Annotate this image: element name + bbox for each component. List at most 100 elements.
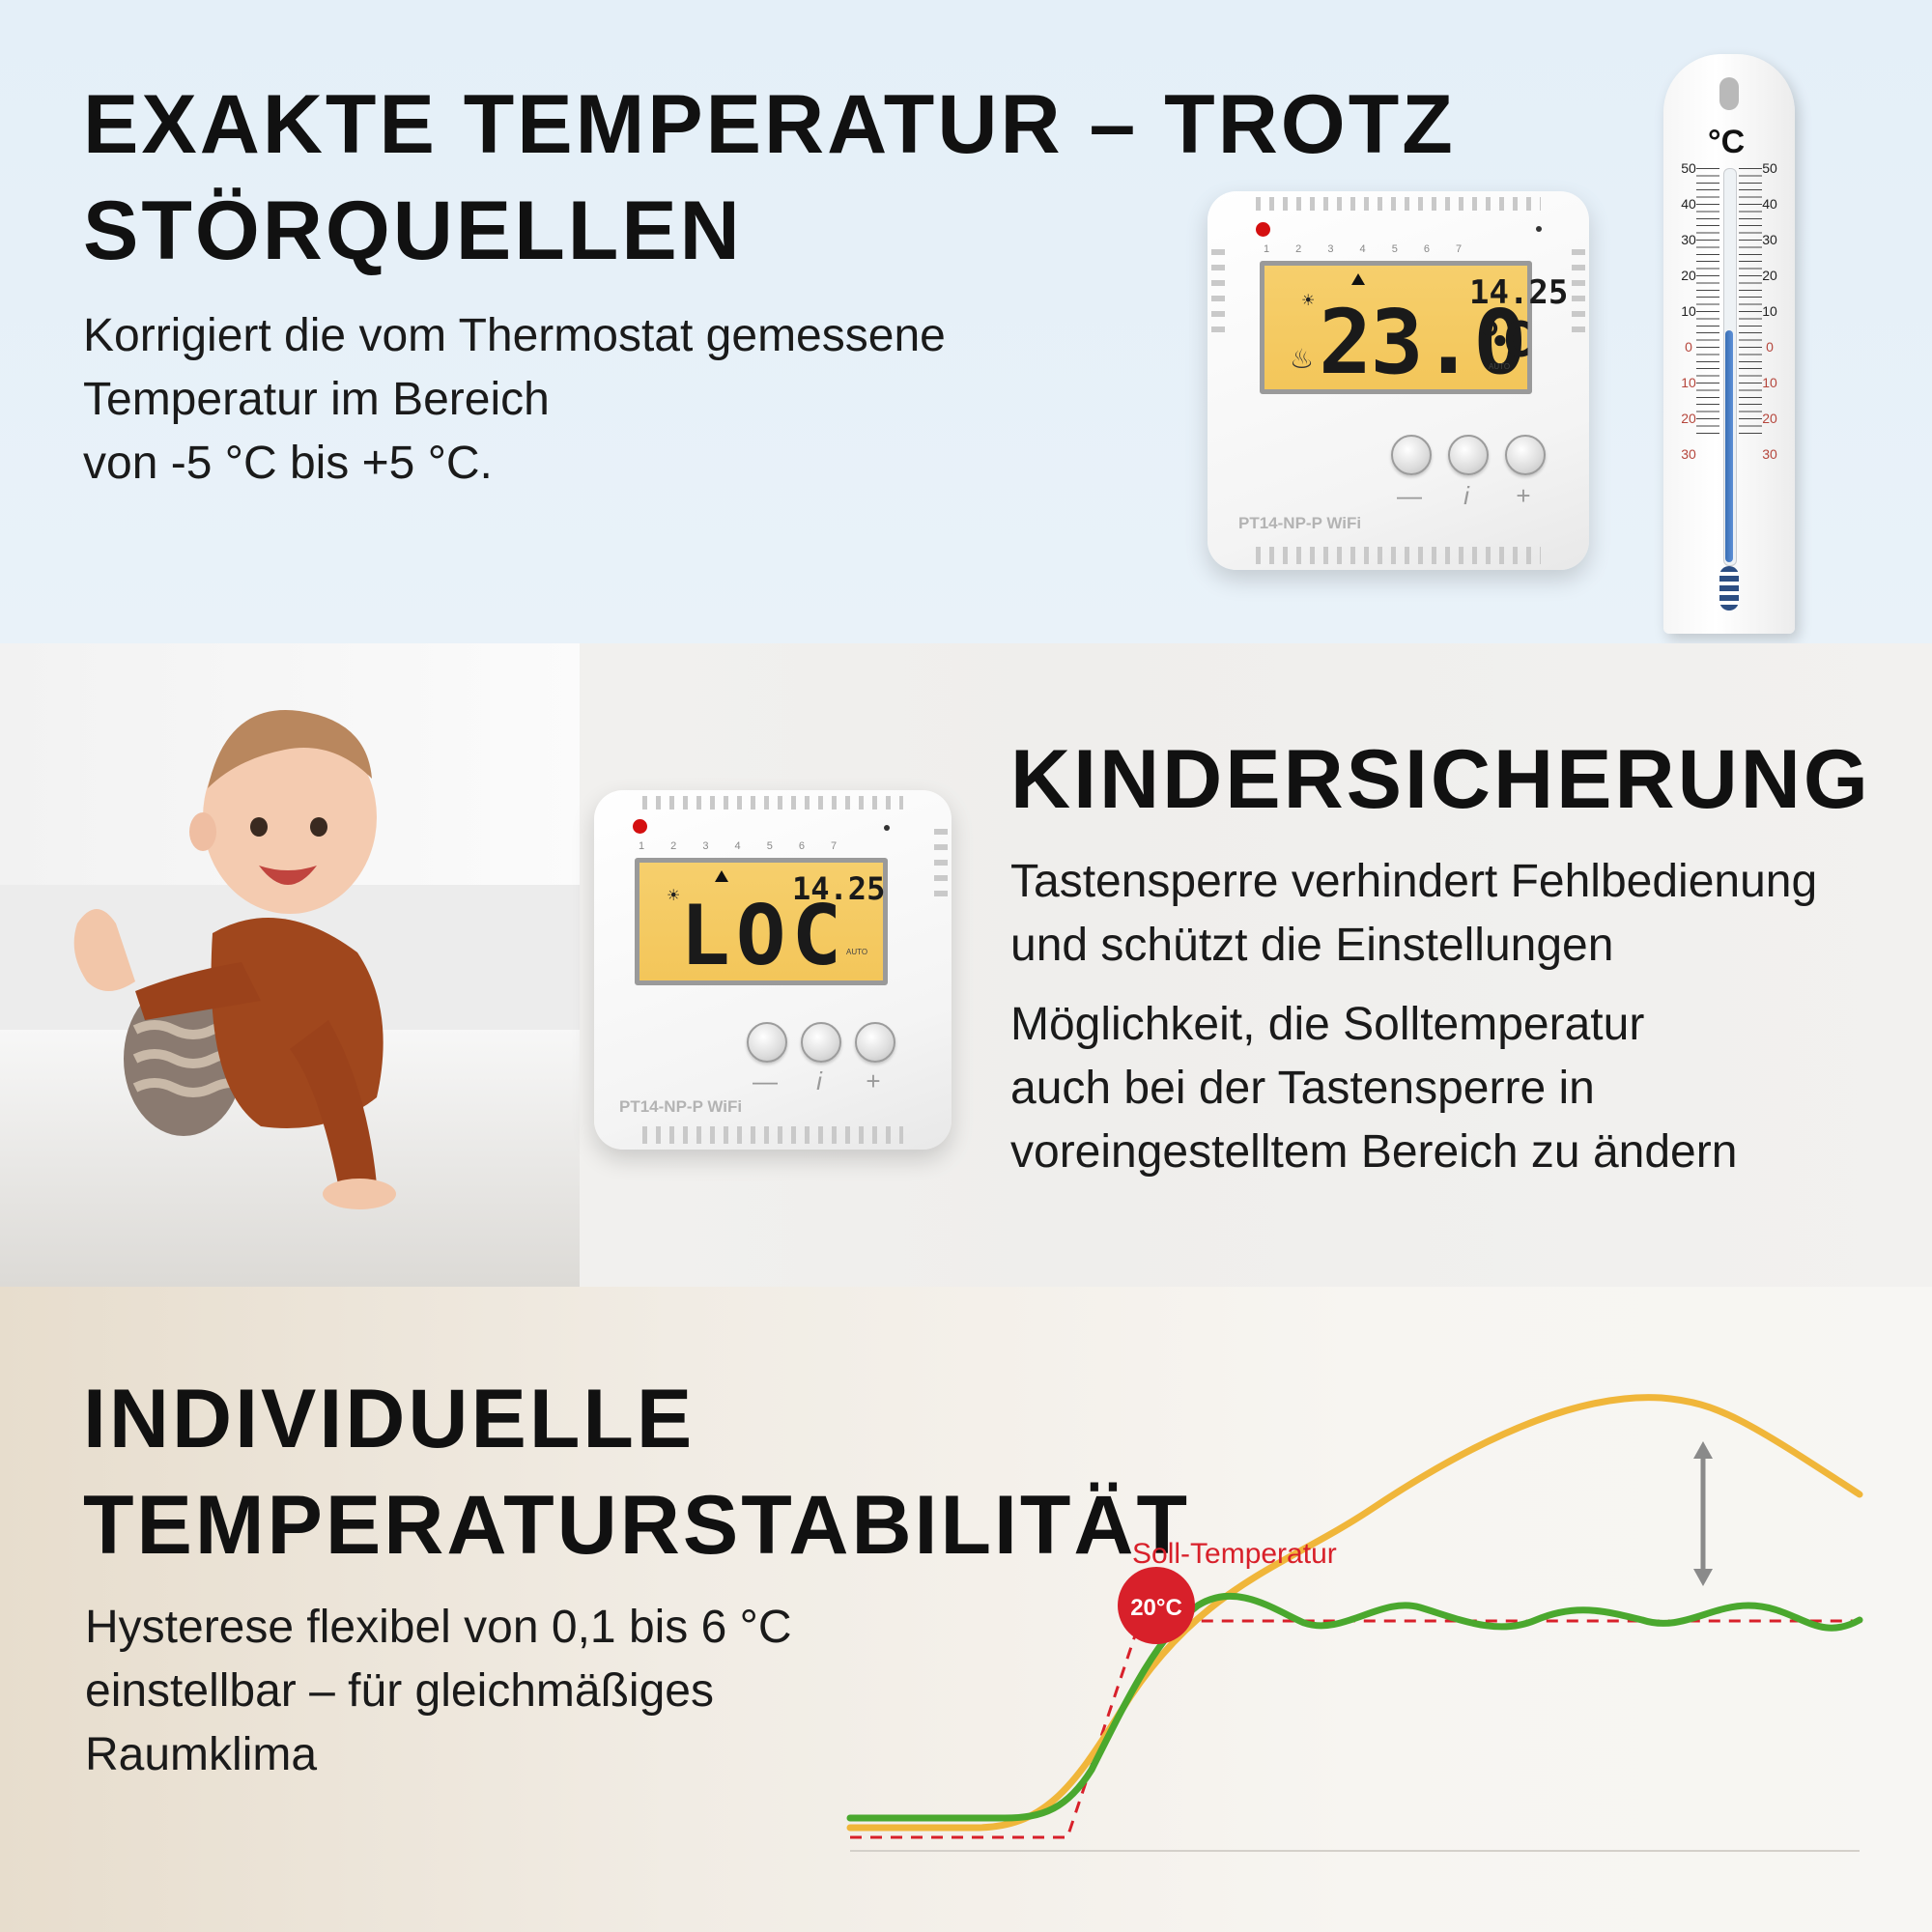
minus-label: — — [1397, 481, 1422, 510]
minus-label: — — [753, 1066, 778, 1095]
scale-number-right: 50 — [1762, 160, 1777, 176]
plus-button[interactable] — [1505, 435, 1546, 475]
arrow-head-down-icon — [1693, 1569, 1713, 1586]
section3-body-line: Hysterese flexibel von 0,1 bis 6 °C — [85, 1602, 792, 1653]
lcd-temperature: 23.0 — [1319, 291, 1527, 394]
scale-number-left: 10 — [1681, 303, 1696, 319]
scale-number-left: 50 — [1681, 160, 1696, 176]
lcd-auto-label: AUTO — [846, 948, 868, 956]
section3-body-line: Raumklima — [85, 1729, 318, 1780]
section2-title: KINDERSICHERUNG — [1010, 733, 1871, 826]
section3-title: INDIVIDUELLE TEMPERATURSTABILITÄT — [83, 1366, 1190, 1578]
section2-body-line: Tastensperre verhindert Fehlbedienung — [1010, 856, 1818, 907]
arrow-up-icon — [1351, 273, 1365, 285]
status-led — [1256, 222, 1270, 237]
section-child-lock: 1 2 3 4 5 6 7 ☀ 14.25 LOC AUTO — i + PT1… — [0, 643, 1932, 1287]
lcd-time: 14.25 — [792, 870, 886, 907]
scale-number-left: 30 — [1681, 446, 1696, 462]
minus-button[interactable] — [1391, 435, 1432, 475]
thermometer-unit: °C — [1708, 124, 1746, 160]
model-label: PT14-NP-P WiFi — [1238, 514, 1362, 532]
scale-number-left: 30 — [1681, 232, 1696, 247]
sensor-dot — [1536, 226, 1542, 232]
section1-description: Korrigiert die vom Thermostat gemessene … — [83, 304, 946, 496]
scale-number-right: 10 — [1762, 375, 1777, 390]
section2-body2-line: voreingestelltem Bereich zu ändern — [1010, 1126, 1738, 1178]
arrow-up-icon — [715, 870, 728, 882]
plus-label: + — [866, 1066, 881, 1095]
section2-body-line: und schützt die Einstellungen — [1010, 920, 1614, 971]
hanging-hole — [1719, 77, 1739, 110]
baby-photo — [0, 643, 580, 1287]
hysteresis-diagram: 20°C Soll-Temperatur — [846, 1394, 1869, 1852]
setpoint-badge-text: 20°C — [1130, 1595, 1182, 1621]
vent-slots-left — [1211, 249, 1225, 336]
stable-temperature-curve — [846, 1592, 1863, 1822]
section-temperature-stability: INDIVIDUELLE TEMPERATURSTABILITÄT Hyster… — [0, 1287, 1932, 1932]
scale-number-right: 30 — [1762, 446, 1777, 462]
thermometer-bulb — [1719, 566, 1739, 611]
lcd-display: ☀ 14.25 LOC AUTO — [635, 858, 888, 985]
section2-description: Tastensperre verhindert Fehlbedienung un… — [1010, 850, 1817, 978]
sun-icon: ☀ — [667, 888, 681, 904]
model-label: PT14-NP-P WiFi — [619, 1097, 743, 1116]
setpoint-badge — [1118, 1567, 1195, 1644]
flame-icon: ♨ — [1290, 344, 1315, 374]
vent-slots-top — [1256, 197, 1541, 211]
status-led — [633, 819, 647, 834]
vent-slots-right — [934, 829, 948, 906]
scale-ticks-left — [1696, 168, 1719, 439]
weekday-indicators: 1 2 3 4 5 6 7 — [1264, 243, 1474, 255]
info-button[interactable] — [801, 1022, 841, 1063]
scale-number-right: 10 — [1762, 303, 1777, 319]
section1-body-line: von -5 °C bis +5 °C. — [83, 438, 493, 489]
vent-slots-right — [1572, 249, 1585, 336]
minus-button[interactable] — [747, 1022, 787, 1063]
section-exact-temperature: EXAKTE TEMPERATUR – TROTZ STÖRQUELLEN Ko… — [0, 0, 1932, 643]
scale-number-left: 20 — [1681, 268, 1696, 283]
lcd-display: ☀ 14.25 23.0 °C AUTO ♨ — [1260, 261, 1568, 394]
lcd-lock-text: LOC — [680, 888, 848, 984]
sun-icon: ☀ — [1301, 293, 1316, 309]
info-button[interactable] — [1448, 435, 1489, 475]
section1-title-line1: EXAKTE TEMPERATUR – TROTZ — [83, 78, 1456, 171]
scale-ticks-right — [1739, 168, 1762, 439]
plus-button[interactable] — [855, 1022, 895, 1063]
scale-number-left: 0 — [1685, 339, 1692, 355]
scale-number-left: 20 — [1681, 411, 1696, 426]
section1-title: EXAKTE TEMPERATUR – TROTZ STÖRQUELLEN — [83, 71, 1456, 284]
section1-body-line: Korrigiert die vom Thermostat gemessene — [83, 310, 946, 361]
thermostat-device-locked: 1 2 3 4 5 6 7 ☀ 14.25 LOC AUTO — i + PT1… — [594, 790, 952, 1150]
section3-title-line1: INDIVIDUELLE — [83, 1373, 696, 1465]
scale-number-right: 0 — [1766, 339, 1774, 355]
setpoint-label: Soll-Temperatur — [1132, 1538, 1337, 1570]
section2-body2-line: auch bei der Tastensperre in — [1010, 1063, 1595, 1114]
setpoint-dashed-line — [850, 1619, 1869, 1839]
scale-number-right: 20 — [1762, 411, 1777, 426]
info-label: i — [1463, 481, 1469, 510]
info-label: i — [816, 1066, 822, 1095]
vent-slots-bottom — [1256, 547, 1541, 564]
scale-number-right: 20 — [1762, 268, 1777, 283]
section3-description: Hysterese flexibel von 0,1 bis 6 °C eins… — [85, 1596, 792, 1787]
thermostat-device: 1 2 3 4 5 6 7 ☀ 14.25 23.0 °C AUTO ♨ — i… — [1208, 191, 1589, 570]
arrow-head-up-icon — [1693, 1441, 1713, 1459]
section1-body-line: Temperatur im Bereich — [83, 374, 550, 425]
vent-slots-top — [642, 796, 903, 810]
scale-number-left: 10 — [1681, 375, 1696, 390]
slow-response-curve — [846, 1394, 1863, 1832]
lcd-time: 14.25 — [1469, 273, 1569, 312]
lcd-unit: °C — [1475, 312, 1531, 368]
section2-body2-line: Möglichkeit, die Solltemperatur — [1010, 999, 1645, 1050]
plus-label: + — [1516, 481, 1531, 510]
scale-number-right: 30 — [1762, 232, 1777, 247]
section3-title-line2: TEMPERATURSTABILITÄT — [83, 1479, 1191, 1572]
scale-number-right: 40 — [1762, 196, 1777, 212]
sensor-dot — [884, 825, 890, 831]
section1-title-line2: STÖRQUELLEN — [83, 185, 743, 277]
vent-slots-bottom — [642, 1126, 903, 1144]
weekday-indicators: 1 2 3 4 5 6 7 — [639, 840, 849, 852]
thermometer-liquid — [1725, 330, 1733, 562]
section3-body-line: einstellbar – für gleichmäßiges — [85, 1665, 714, 1717]
wall-thermometer: °C 50 40 30 20 10 0 10 20 30 50 40 30 20 10 0 10 20 30 — [1663, 54, 1795, 634]
